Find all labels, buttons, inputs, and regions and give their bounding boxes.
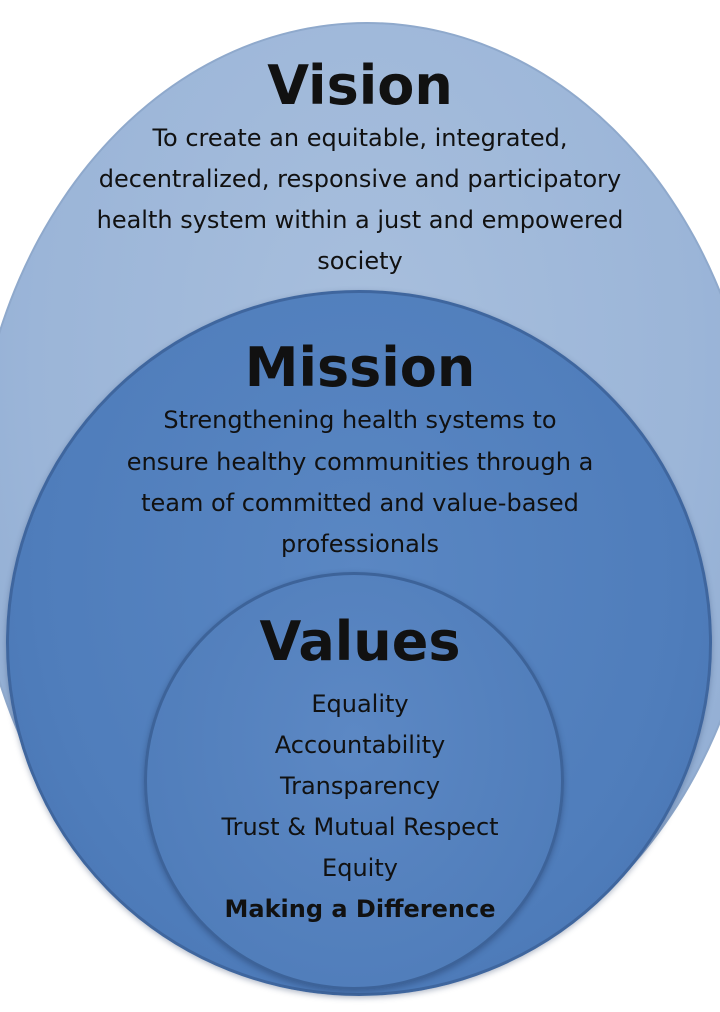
values-circle bbox=[144, 572, 564, 990]
values-item-highlight: Making a Difference bbox=[224, 895, 496, 923]
values-item: Transparency bbox=[279, 772, 441, 800]
mission-text-line: Strengthening health systems to bbox=[163, 406, 557, 434]
vision-title: Vision bbox=[267, 54, 453, 117]
values-title: Values bbox=[259, 610, 461, 673]
values-item: Accountability bbox=[274, 731, 446, 759]
values-item: Equity bbox=[322, 854, 398, 882]
mission-title: Mission bbox=[244, 336, 476, 399]
vision-text-line: To create an equitable, integrated, bbox=[152, 124, 568, 152]
vision-text-line: society bbox=[317, 247, 403, 275]
mission-text-line: professionals bbox=[281, 530, 439, 558]
vision-text-line: decentralized, responsive and participat… bbox=[98, 165, 622, 193]
vision-text-line: health system within a just and empowere… bbox=[96, 206, 624, 234]
values-item: Equality bbox=[311, 690, 409, 718]
mission-text-line: ensure healthy communities through a bbox=[126, 448, 594, 476]
values-item: Trust & Mutual Respect bbox=[221, 813, 499, 841]
mission-text-line: team of committed and value-based bbox=[141, 489, 579, 517]
